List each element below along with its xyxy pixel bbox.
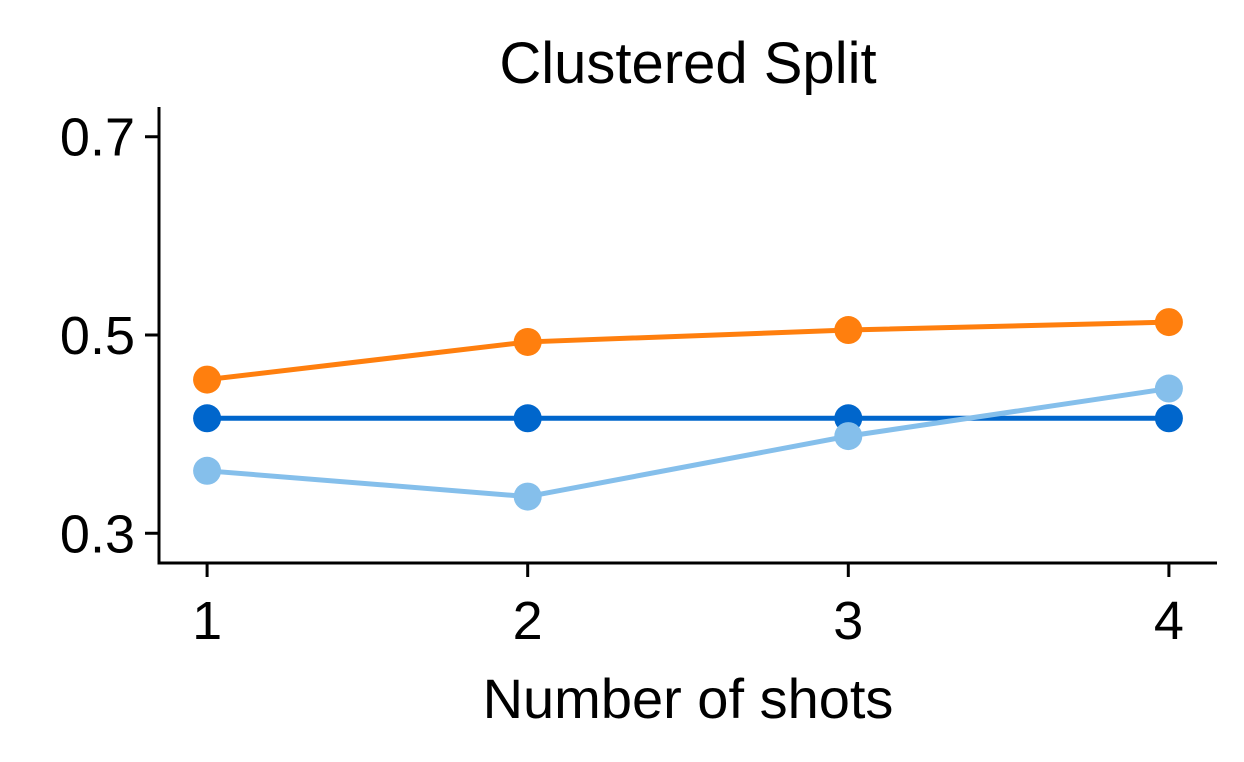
data-point xyxy=(193,456,222,485)
series-layer xyxy=(193,308,1183,511)
x-tick-label: 4 xyxy=(1154,591,1184,651)
y-tick-label: 0.3 xyxy=(60,504,135,564)
y-axis-ticks: 0.3 0.5 0.7 xyxy=(60,108,159,564)
data-point xyxy=(834,316,863,345)
data-point xyxy=(1154,404,1183,433)
series-line xyxy=(204,319,1172,383)
chart-title: Clustered Split xyxy=(499,31,876,96)
x-tick-label: 3 xyxy=(833,591,863,651)
x-axis-label: Number of shots xyxy=(483,667,894,730)
x-tick-label: 1 xyxy=(192,591,222,651)
data-point xyxy=(834,422,863,451)
x-axis-ticks: 1 2 3 4 xyxy=(192,563,1184,651)
series-line xyxy=(204,386,1172,500)
axes-frame xyxy=(157,107,1217,565)
y-tick-label: 0.5 xyxy=(60,306,135,366)
series-1 xyxy=(193,308,1183,394)
data-point xyxy=(513,482,542,511)
data-point xyxy=(1154,374,1183,403)
data-point xyxy=(193,404,222,433)
x-tick-label: 2 xyxy=(513,591,543,651)
y-tick-label: 0.7 xyxy=(60,108,135,168)
data-point xyxy=(513,404,542,433)
series-3 xyxy=(193,374,1183,511)
data-point xyxy=(193,365,222,394)
data-point xyxy=(1154,308,1183,337)
data-point xyxy=(513,327,542,356)
